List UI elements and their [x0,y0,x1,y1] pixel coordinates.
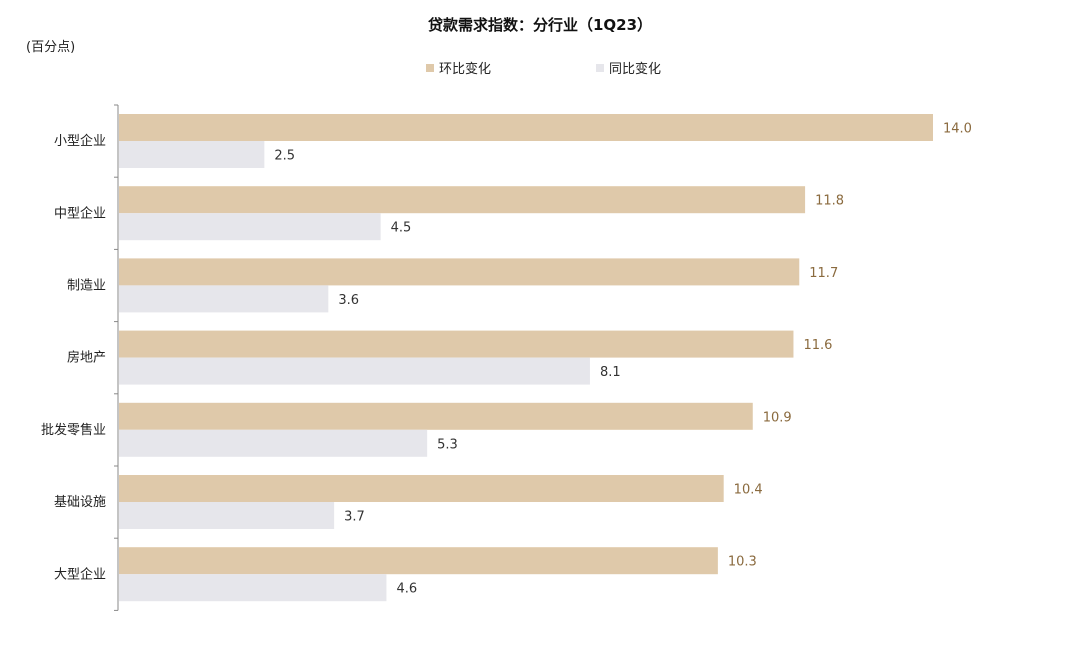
category-label: 中型企业 [54,205,106,221]
bar-qoq [119,114,933,141]
bar-qoq [119,186,806,214]
bar-yoy [119,213,381,241]
data-label-yoy: 5.3 [437,437,458,452]
data-label-qoq: 11.6 [803,338,832,353]
legend-swatch-qoq [426,63,434,72]
bar-yoy [119,574,387,602]
data-label-yoy: 2.5 [274,149,295,164]
data-label-qoq: 10.9 [763,410,792,425]
bar-qoq [119,258,800,286]
legend-label-qoq: 环比变化 [439,62,492,77]
category-label: 基础设施 [54,495,106,510]
data-label-qoq: 10.3 [728,555,757,570]
bar-qoq [119,402,753,430]
legend: 环比变化 同比变化 [0,58,1080,78]
bar-yoy [119,357,590,385]
legend-item-yoy: 同比变化 [596,58,661,77]
category-label: 房地产 [67,350,106,366]
bar-yoy [119,285,329,313]
bar-yoy [119,429,428,457]
category-label: 大型企业 [54,566,106,582]
unit-label: (百分点) [26,40,76,55]
data-label-qoq: 14.0 [943,122,972,137]
data-label-qoq: 10.4 [734,483,763,498]
category-label: 制造业 [67,279,106,294]
data-label-qoq: 11.8 [815,194,844,209]
bar-qoq [119,475,724,502]
legend-swatch-yoy [596,63,604,72]
data-label-qoq: 11.7 [809,266,838,281]
data-label-yoy: 4.6 [396,582,417,597]
bar-yoy [119,502,335,529]
data-label-yoy: 8.1 [600,365,621,380]
bar-qoq [119,330,794,358]
data-label-yoy: 4.5 [391,221,412,236]
bar-yoy [119,141,265,168]
legend-label-yoy: 同比变化 [609,62,662,77]
data-label-yoy: 3.6 [338,293,359,308]
legend-item-qoq: 环比变化 [426,58,491,77]
chart-title: 贷款需求指数：分行业（1Q23） [427,16,653,34]
category-label: 批发零售业 [41,422,106,438]
bar-qoq [119,547,718,575]
category-label: 小型企业 [54,133,106,149]
data-label-yoy: 3.7 [344,510,365,525]
